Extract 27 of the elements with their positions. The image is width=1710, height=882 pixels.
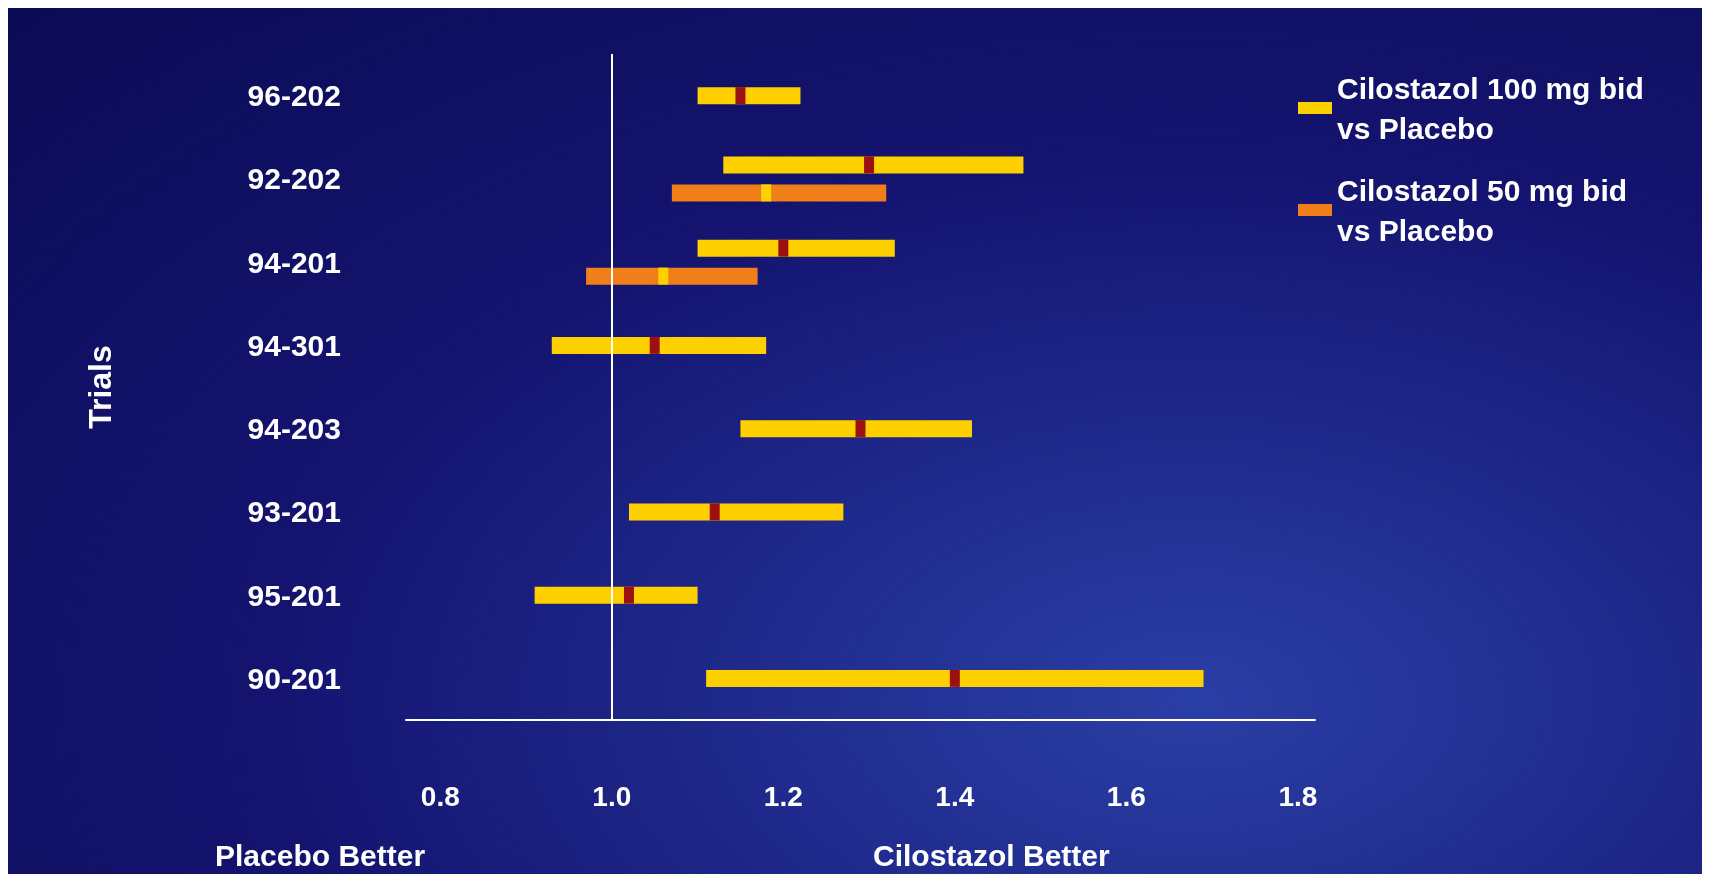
x-tick-label: 1.2 bbox=[763, 780, 803, 812]
y-tick-label: 94-301 bbox=[247, 328, 341, 362]
x-tick-label: 1.8 bbox=[1278, 780, 1318, 812]
x-tick-label: 0.8 bbox=[420, 780, 460, 812]
x-tick-label: 1.0 bbox=[592, 780, 632, 812]
bar bbox=[534, 586, 698, 604]
y-tick-label: 95-201 bbox=[247, 578, 341, 612]
legend-label: Cilostazol 50 mg bid vs Placebo bbox=[1337, 173, 1636, 247]
bar bbox=[697, 87, 801, 105]
y-tick-label: 94-201 bbox=[247, 245, 341, 279]
legend-label: Cilostazol 100 mg bid vs Placebo bbox=[1337, 71, 1653, 145]
x-tick-label: 1.4 bbox=[935, 780, 975, 812]
y-tick-label: 90-201 bbox=[247, 661, 341, 695]
bar bbox=[586, 267, 758, 285]
bar bbox=[706, 669, 1204, 687]
bar bbox=[671, 184, 887, 202]
x-tick-label: 1.6 bbox=[1106, 780, 1146, 812]
bar bbox=[628, 503, 844, 521]
bar bbox=[551, 336, 767, 354]
bar bbox=[740, 420, 972, 438]
y-tick-label: 94-203 bbox=[247, 412, 341, 446]
text: Placebo Better bbox=[215, 838, 426, 872]
y-tick-label: 92-202 bbox=[247, 162, 341, 196]
text: Cilostazol Better bbox=[873, 838, 1111, 872]
y-tick-label: 96-202 bbox=[247, 79, 341, 113]
y-axis-title: Trials bbox=[82, 345, 118, 429]
y-tick-label: 93-201 bbox=[247, 495, 341, 529]
